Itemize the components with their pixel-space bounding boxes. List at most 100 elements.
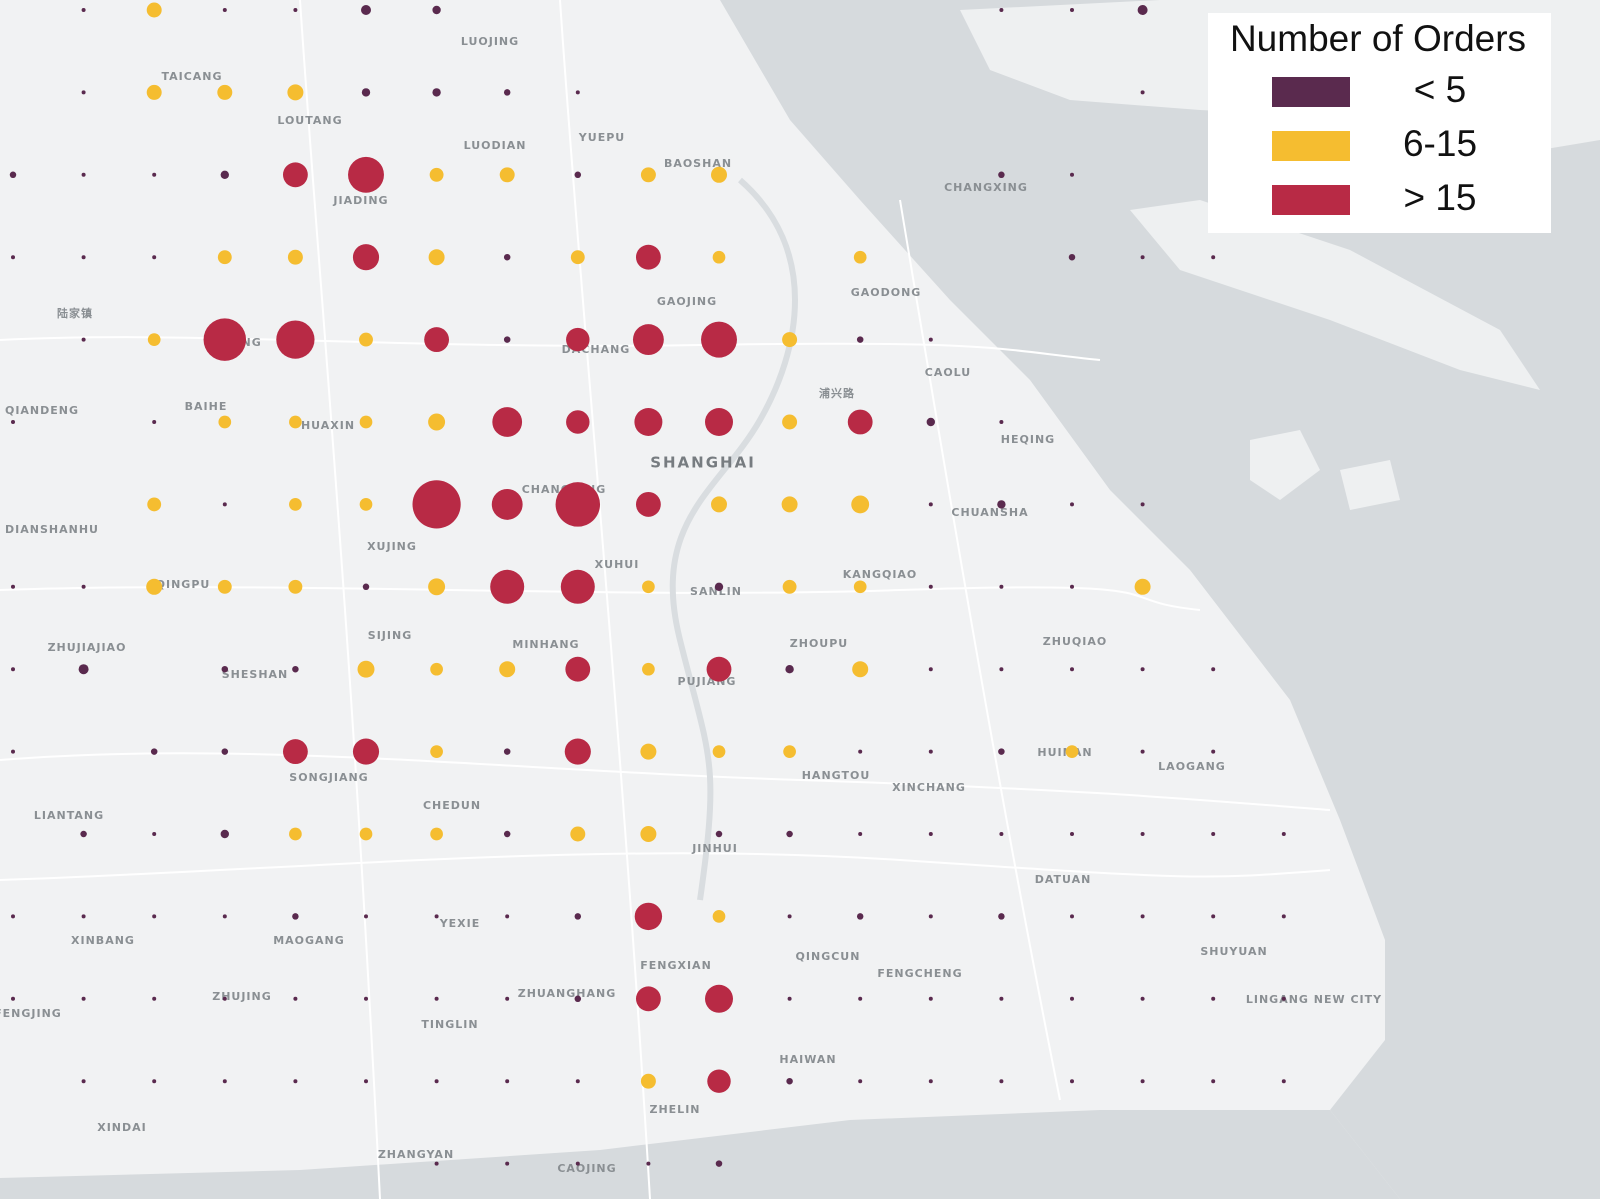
order-dot	[1211, 996, 1216, 1001]
order-dot	[712, 745, 726, 758]
order-dot	[359, 415, 373, 429]
order-dot	[434, 1079, 439, 1084]
order-dot	[853, 250, 867, 264]
order-dot	[364, 996, 368, 1001]
order-dot	[928, 996, 933, 1001]
order-dot	[282, 162, 308, 188]
order-dot	[152, 172, 157, 177]
order-dot	[289, 498, 302, 511]
place-label: GAOJING	[657, 295, 717, 308]
order-dot	[858, 1079, 863, 1084]
place-label: 陆家镇	[57, 306, 93, 320]
order-dot	[707, 1069, 731, 1093]
order-dot	[642, 580, 655, 594]
order-dot	[424, 327, 450, 353]
place-label: QIANDENG	[5, 404, 79, 417]
order-dot	[858, 996, 863, 1001]
order-dot	[1211, 1079, 1216, 1084]
order-dot	[287, 84, 304, 101]
order-dot	[81, 8, 86, 12]
order-dot	[640, 167, 656, 183]
order-dot	[1281, 832, 1286, 836]
order-dot	[80, 830, 87, 838]
place-label: LINGANG NEW CITY	[1246, 993, 1382, 1006]
order-dot	[434, 996, 439, 1001]
order-dot	[505, 1079, 510, 1084]
order-dot	[9, 171, 17, 179]
order-dot	[1281, 996, 1286, 1001]
order-dot	[856, 913, 864, 920]
order-dot	[1068, 253, 1076, 261]
place-label: HEQING	[1001, 433, 1055, 446]
order-dot	[359, 332, 373, 347]
order-dot	[575, 1079, 580, 1084]
order-dot	[292, 913, 299, 920]
place-label: SIJING	[368, 629, 412, 642]
order-dot	[293, 996, 298, 1001]
order-dot	[81, 996, 86, 1001]
order-dot	[574, 171, 582, 179]
place-label: MAOGANG	[273, 934, 345, 947]
order-dot	[928, 1079, 933, 1084]
order-dot	[222, 914, 227, 919]
order-dot	[221, 665, 229, 673]
order-dot	[928, 914, 933, 919]
place-label: LAOGANG	[1158, 760, 1226, 773]
order-dot	[221, 748, 229, 755]
order-dot	[505, 1161, 510, 1166]
order-dot	[858, 749, 863, 754]
place-label: ZHUQIAO	[1043, 635, 1107, 648]
order-dot	[998, 913, 1005, 920]
order-dot	[712, 910, 726, 923]
order-dot	[640, 826, 657, 842]
order-dot	[81, 90, 86, 95]
order-dot	[642, 662, 655, 676]
order-dot	[359, 827, 373, 841]
road	[0, 852, 1331, 881]
place-label: ZHELIN	[649, 1103, 700, 1116]
order-dot	[715, 1160, 723, 1167]
order-dot	[78, 664, 89, 675]
order-dot	[1070, 8, 1074, 12]
order-dot	[1070, 1079, 1074, 1084]
legend-swatch	[1272, 131, 1350, 161]
order-dot	[787, 996, 792, 1001]
order-dot	[203, 318, 247, 361]
place-label: KANGQIAO	[843, 568, 918, 581]
order-dot	[220, 829, 229, 839]
order-dot	[1140, 667, 1145, 672]
order-dot	[412, 480, 461, 529]
order-dot	[432, 88, 441, 97]
order-dot	[152, 420, 157, 424]
order-dot	[1140, 502, 1145, 507]
place-label: SONGJIANG	[289, 771, 368, 784]
place-label: CHUANSHA	[951, 506, 1028, 519]
place-label: SHANGHAI	[650, 454, 756, 472]
order-dot	[434, 1161, 439, 1166]
place-label: FENGJING	[0, 1007, 62, 1020]
order-dot	[503, 748, 511, 755]
order-dot	[711, 496, 727, 513]
legend-swatch	[1272, 77, 1350, 107]
order-dot	[81, 584, 86, 589]
order-dot	[217, 579, 232, 594]
order-dot	[1281, 914, 1286, 919]
order-dot	[575, 1161, 580, 1166]
order-dot	[359, 498, 373, 511]
order-dot	[928, 502, 933, 507]
order-dot	[1070, 832, 1074, 836]
order-dot	[640, 1073, 656, 1089]
order-dot	[999, 420, 1004, 424]
place-label: QINGPU	[156, 578, 211, 591]
road	[899, 199, 1061, 1101]
order-dot	[499, 661, 516, 678]
place-label: YEXIE	[439, 917, 481, 930]
place-label: BAOSHAN	[664, 157, 732, 170]
order-dot	[787, 914, 792, 919]
place-label: GAODONG	[851, 286, 922, 299]
order-dot	[503, 89, 511, 96]
order-dot	[715, 830, 723, 838]
place-label: CAOLU	[925, 366, 972, 379]
